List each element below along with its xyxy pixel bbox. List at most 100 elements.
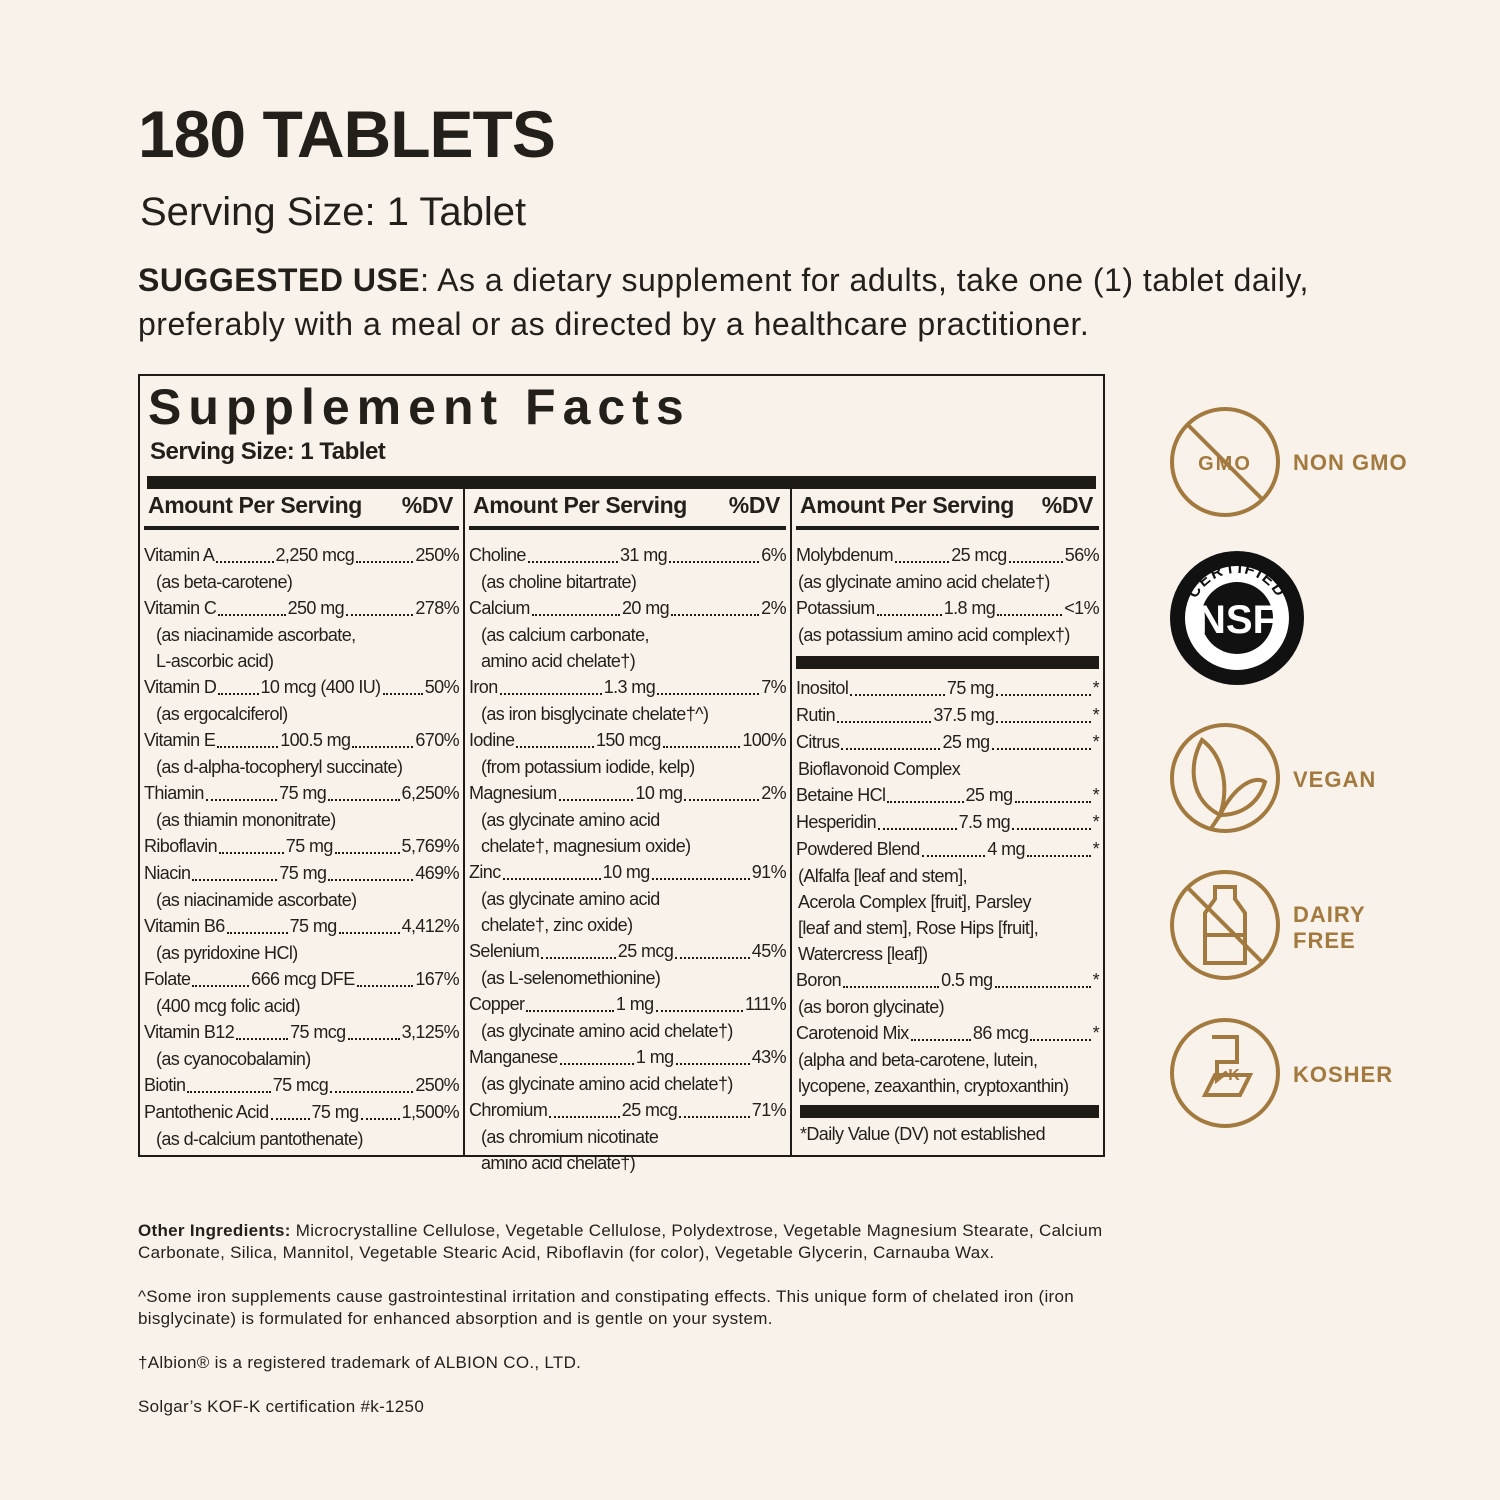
nutrient-note: (as d-alpha-tocopheryl succinate) [156, 757, 403, 777]
amount-header: Amount Per Serving [800, 492, 1014, 518]
nutrient-note: (as niacinamide ascorbate) [156, 890, 357, 910]
albion-note: †Albion® is a registered trademark of AL… [138, 1353, 582, 1372]
nutrient-dv: 50% [424, 677, 460, 697]
nutrient-amount: 150 mcg [595, 730, 661, 750]
leader [887, 800, 964, 803]
leader [657, 692, 760, 695]
nutrient-dv: 5,769% [401, 836, 460, 856]
dv-header: %DV [1041, 492, 1094, 518]
gmo-icon-text: GMO [1198, 453, 1252, 475]
nutrient-name: Niacin [144, 863, 191, 883]
badge-label: NON GMO [1293, 450, 1408, 475]
icon-part [1216, 777, 1268, 818]
leader [531, 613, 620, 616]
nutrient-dv: 167% [415, 969, 459, 989]
nutrient-name: Vitamin D [144, 677, 217, 697]
nutrient-row: Rutin 37.5 mg * [796, 702, 1100, 729]
nutrient-note: (as chromium nicotinate [481, 1127, 659, 1147]
nutrient-note: (as glycinate amino acid chelate†) [798, 572, 1050, 592]
leader [356, 560, 414, 563]
column-header: Amount Per Serving %DV [796, 488, 1099, 530]
nutrient-dv: * [1092, 812, 1100, 832]
nutrient-amount: 250 mg [287, 598, 345, 618]
leader [655, 1009, 744, 1012]
leader [236, 1037, 289, 1040]
nutrient-dv: <1% [1064, 598, 1099, 618]
leader [841, 747, 941, 750]
nutrient-name: Powdered Blend [796, 839, 920, 859]
nutrient-dv: 7% [761, 677, 787, 697]
leader [1030, 1038, 1091, 1041]
nutrient-amount: 10 mg [602, 862, 651, 882]
leader [499, 692, 602, 695]
nutrient-row: Powdered Blend 4 mg * [796, 836, 1100, 863]
badges: GMO CERTIFIED GLUTEN-FREE NSF K [1170, 407, 1304, 1128]
badge-label: DAIRY [1293, 902, 1366, 927]
nutrient-name: Iodine [469, 730, 515, 750]
leader [192, 878, 278, 881]
nutrient-note: (as ergocalciferol) [156, 704, 288, 724]
leader [328, 798, 400, 801]
nutrient-note: (Alfalfa [leaf and stem], [798, 866, 968, 886]
leader [675, 956, 750, 959]
leader [837, 720, 932, 723]
nutrient-name: Choline [469, 545, 526, 565]
nutrient-amount: 75 mcg [290, 1022, 346, 1042]
nutrient-dv: 670% [415, 730, 460, 750]
nutrient-dv: 4,412% [401, 916, 460, 936]
nutrient-dv: 2% [761, 598, 786, 618]
serving-size: Serving Size: 1 Tablet [140, 190, 527, 234]
nutrient-note: (as pyridoxine HCl) [156, 943, 298, 963]
nutrient-name: Magnesium [469, 783, 557, 803]
nutrient-row: Choline 31 mg 6% [469, 542, 787, 569]
nutrient-name: Vitamin E [144, 730, 216, 750]
icon-part [1201, 1073, 1254, 1097]
nutrient-note: (as d-calcium pantothenate) [156, 1129, 364, 1149]
nutrient-dv: 250% [415, 545, 460, 565]
nutrient-name: Molybdenum [796, 545, 894, 565]
leader [684, 798, 760, 801]
nutrient-dv: * [1092, 1023, 1100, 1043]
nutrient-dv: 2% [761, 783, 787, 803]
leader [995, 693, 1091, 696]
leader [226, 931, 288, 934]
icon-part [1186, 423, 1264, 501]
nutrient-amount: 10 mg [635, 783, 683, 803]
leader [541, 956, 616, 959]
nutrient-dv: 469% [415, 863, 459, 883]
leader [662, 745, 741, 748]
nutrient-row: Citrus 25 mg * [796, 729, 1100, 756]
other-label: Other Ingredients: [138, 1221, 291, 1240]
nutrient-name: Thiamin [144, 783, 204, 803]
leader [910, 1038, 971, 1041]
nutrient-row: Pantothenic Acid 75 mg 1,500% [144, 1099, 460, 1126]
nutrient-note: chelate†, zinc oxide) [481, 915, 633, 935]
suggested-use-label: SUGGESTED USE [138, 262, 421, 298]
nutrient-note: (as thiamin mononitrate) [156, 810, 336, 830]
nutrient-note: Acerola Complex [fruit], Parsley [798, 892, 1031, 912]
leader [1026, 854, 1091, 857]
column-header: Amount Per Serving %DV [469, 488, 786, 530]
nutrient-note: (as cyanocobalamin) [156, 1049, 311, 1069]
icon-part [1212, 1035, 1239, 1085]
leader [187, 1090, 271, 1093]
nutrient-dv: 111% [745, 994, 787, 1014]
nutrient-row: Folate 666 mcg DFE 167% [144, 966, 460, 993]
nutrient-name: Copper [469, 994, 525, 1014]
icon-part [1191, 737, 1227, 818]
nutrient-note: (as L-selenomethionine) [481, 968, 661, 988]
nutrient-note: (as glycinate amino acid chelate†) [481, 1021, 733, 1041]
nutrient-note: (as glycinate amino acid [481, 889, 660, 909]
leader [651, 877, 750, 880]
leader [217, 745, 279, 748]
leader [218, 613, 286, 616]
leader [192, 984, 250, 987]
leader [382, 692, 423, 695]
nutrient-amount: 7.5 mg [958, 812, 1011, 832]
leader [360, 1117, 400, 1120]
nutrient-dv: 250% [415, 1075, 460, 1095]
leader [996, 720, 1091, 723]
nutrient-amount: 25 mg [965, 785, 1014, 805]
